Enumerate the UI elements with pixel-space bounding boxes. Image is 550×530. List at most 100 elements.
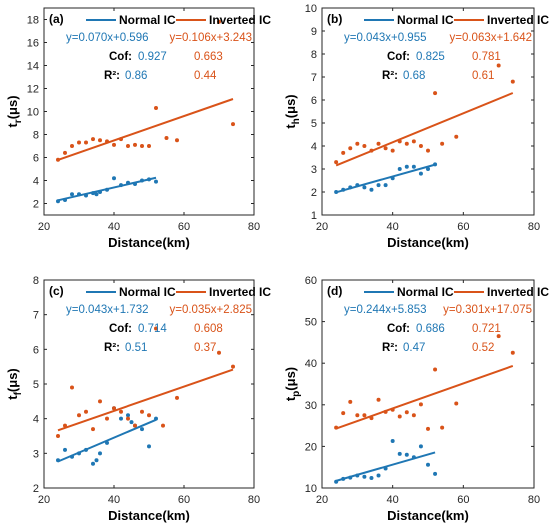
y-tick-label: 40 [305, 358, 317, 370]
y-axis-label: tr(μs) [5, 95, 24, 127]
panel-label: (c) [49, 284, 64, 298]
data-point-inverted [341, 150, 346, 155]
x-axis-label: Distance(km) [108, 508, 190, 523]
cof-label: Cof: [387, 51, 410, 63]
data-point-normal [91, 191, 95, 196]
x-tick-label: 40 [387, 221, 399, 233]
equation-inverted: y=0.063x+1.642 [450, 32, 533, 44]
y-tick-label: 30 [305, 400, 317, 412]
y-tick-label: 18 [27, 15, 39, 27]
data-point-inverted [362, 144, 367, 148]
data-point-inverted [119, 409, 123, 414]
y-tick-label: 7 [311, 72, 317, 84]
data-point-inverted [154, 106, 158, 111]
data-point-inverted [133, 423, 137, 428]
y-axis-label-sub: r [13, 119, 24, 123]
data-point-inverted [426, 148, 430, 153]
cof-normal: 0.927 [138, 51, 167, 63]
data-point-inverted [133, 142, 137, 147]
r2-inverted: 0.52 [472, 342, 494, 354]
data-point-normal [112, 176, 116, 181]
x-tick-label: 20 [316, 494, 328, 506]
y-tick-label: 10 [27, 107, 39, 119]
fit-line-inverted [335, 364, 514, 430]
data-point-normal [369, 476, 374, 481]
data-point-inverted [348, 146, 353, 151]
x-tick-label: 40 [108, 494, 120, 506]
r2-inverted: 0.37 [194, 342, 216, 354]
data-point-inverted [334, 160, 339, 165]
data-point-inverted [510, 79, 515, 84]
fit-line-inverted [57, 368, 234, 432]
y-tick-label: 4 [311, 141, 317, 153]
data-point-normal [70, 192, 74, 197]
data-point-inverted [231, 122, 235, 127]
x-tick-label: 20 [38, 221, 50, 233]
data-point-normal [94, 192, 99, 197]
data-point-normal [355, 183, 360, 188]
data-point-inverted [147, 413, 151, 418]
data-point-normal [140, 427, 144, 432]
data-point-inverted [355, 413, 360, 418]
data-point-normal [397, 451, 402, 456]
data-point-inverted [112, 142, 116, 147]
data-point-normal [154, 179, 158, 184]
y-tick-label: 6 [33, 153, 39, 165]
y-tick-label: 6 [311, 95, 317, 107]
data-point-normal [129, 420, 134, 425]
y-axis-label-unit: (μs) [283, 94, 298, 118]
equation-normal: y=0.043x+1.732 [66, 304, 149, 316]
data-point-inverted [84, 140, 88, 145]
equation-normal: y=0.070x+0.596 [66, 32, 149, 44]
equation-inverted: y=0.301x+17.075 [443, 304, 532, 316]
x-axis-label: Distance(km) [387, 508, 469, 523]
data-point-normal [77, 192, 81, 197]
data-point-inverted [376, 397, 381, 402]
data-point-inverted [231, 364, 235, 369]
x-tick-label: 20 [38, 494, 50, 506]
r2-label: R²: [104, 342, 120, 354]
data-point-normal [98, 451, 102, 456]
data-point-inverted [418, 402, 423, 407]
data-point-inverted [411, 139, 416, 144]
data-point-normal [390, 176, 395, 181]
y-tick-label: 60 [305, 275, 317, 287]
y-tick-label: 4 [33, 176, 39, 188]
data-point-normal [341, 187, 346, 192]
data-point-inverted [440, 425, 445, 430]
data-point-inverted [126, 416, 130, 421]
data-point-normal [140, 178, 144, 183]
y-tick-label: 5 [311, 118, 317, 130]
equation-inverted: y=0.106x+3.243 [170, 32, 253, 44]
data-point-inverted [161, 423, 165, 428]
legend-label-inverted: Inverted IC [487, 285, 549, 299]
y-tick-label: 12 [27, 84, 39, 96]
r2-normal: 0.86 [125, 70, 147, 82]
data-point-inverted [397, 414, 402, 419]
x-tick-label: 60 [457, 494, 469, 506]
axes-box [321, 279, 535, 489]
r2-inverted: 0.44 [194, 70, 217, 82]
data-point-inverted [70, 385, 74, 390]
data-point-normal [376, 473, 381, 478]
y-tick-label: 2 [311, 187, 317, 199]
y-tick-label: 3 [33, 448, 39, 460]
y-axis-label-main: t [5, 123, 20, 128]
data-point-normal [426, 462, 430, 467]
cof-inverted: 0.663 [194, 51, 223, 63]
data-point-normal [355, 473, 360, 478]
y-axis-label-sub: p [291, 391, 302, 397]
data-point-inverted [383, 146, 388, 151]
data-point-inverted [510, 350, 515, 355]
data-point-inverted [348, 399, 353, 404]
data-point-normal [105, 187, 109, 192]
data-point-inverted [98, 399, 102, 404]
legend-label-normal: Normal IC [119, 285, 176, 299]
data-point-normal [348, 185, 353, 190]
legend-label-normal: Normal IC [119, 13, 176, 27]
data-point-normal [119, 416, 123, 421]
cof-inverted: 0.608 [194, 323, 223, 335]
data-point-normal [105, 440, 109, 445]
data-point-inverted [112, 406, 116, 411]
data-point-normal [119, 183, 123, 188]
